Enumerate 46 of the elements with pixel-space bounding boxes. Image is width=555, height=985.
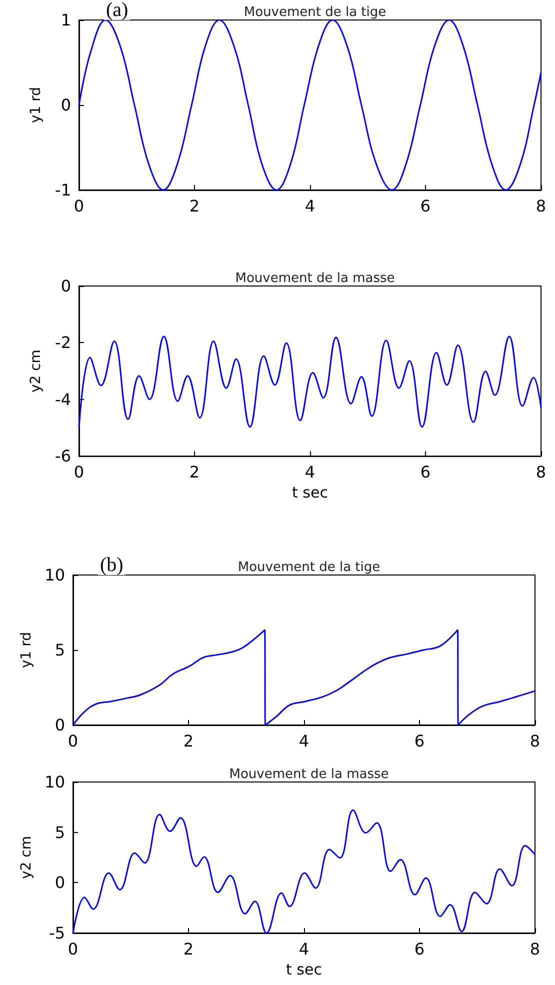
y-tick-label: -1 bbox=[55, 180, 71, 200]
x-tick-label: 4 bbox=[304, 462, 316, 482]
y-tick-label: 0 bbox=[60, 96, 71, 114]
x-tick-label: 2 bbox=[189, 462, 200, 482]
annotation: (a) bbox=[106, 0, 128, 21]
x-tick-label: 6 bbox=[414, 940, 425, 958]
y-tick-label: 5 bbox=[54, 822, 65, 842]
annotation: (b) bbox=[100, 554, 124, 576]
y-tick-label: -5 bbox=[49, 924, 65, 942]
y-tick-label: 0 bbox=[54, 716, 65, 734]
x-tick-label: 4 bbox=[304, 196, 316, 216]
y-axis-title: y2 cm bbox=[18, 836, 35, 879]
line-series bbox=[78, 19, 542, 191]
chart-title: Mouvement de la tige bbox=[238, 560, 380, 575]
chart-title: Mouvement de la masse bbox=[229, 767, 389, 782]
x-tick-label: 0 bbox=[74, 196, 84, 216]
x-tick-label: 8 bbox=[530, 940, 540, 958]
y-axis-title: y1 rd bbox=[28, 86, 44, 124]
x-tick-label: 6 bbox=[420, 462, 431, 482]
x-tick-label: 6 bbox=[420, 196, 431, 216]
y-tick-label: -2 bbox=[55, 333, 71, 352]
x-tick-label: 4 bbox=[298, 940, 310, 958]
y-tick-label: 0 bbox=[54, 873, 65, 892]
y-tick-label: -6 bbox=[55, 446, 71, 466]
x-tick-label: 2 bbox=[183, 732, 194, 750]
y-tick-label: -4 bbox=[55, 390, 71, 409]
line-series bbox=[78, 336, 542, 428]
x-tick-label: 6 bbox=[414, 732, 425, 750]
y-tick-label: 10 bbox=[44, 772, 65, 792]
y-axis-title: y1 rd bbox=[18, 632, 35, 668]
x-tick-label: 8 bbox=[536, 462, 546, 482]
x-axis-title: t sec bbox=[292, 484, 328, 502]
x-axis-title: t sec bbox=[286, 960, 322, 978]
chart-title: Mouvement de la tige bbox=[244, 5, 386, 20]
x-tick-label: 2 bbox=[183, 940, 194, 958]
x-tick-label: 0 bbox=[74, 462, 84, 482]
x-tick-label: 2 bbox=[189, 196, 200, 216]
x-tick-label: 8 bbox=[530, 732, 540, 750]
x-tick-label: 4 bbox=[298, 732, 310, 750]
x-tick-label: 8 bbox=[536, 196, 546, 216]
y-tick-label: 0 bbox=[60, 276, 71, 296]
y-tick-label: 1 bbox=[60, 10, 71, 30]
y-tick-label: 5 bbox=[54, 640, 65, 660]
y-axis-title: y2 cm bbox=[28, 350, 44, 393]
chart-title: Mouvement de la masse bbox=[235, 271, 395, 286]
y-tick-label: 10 bbox=[44, 566, 65, 584]
